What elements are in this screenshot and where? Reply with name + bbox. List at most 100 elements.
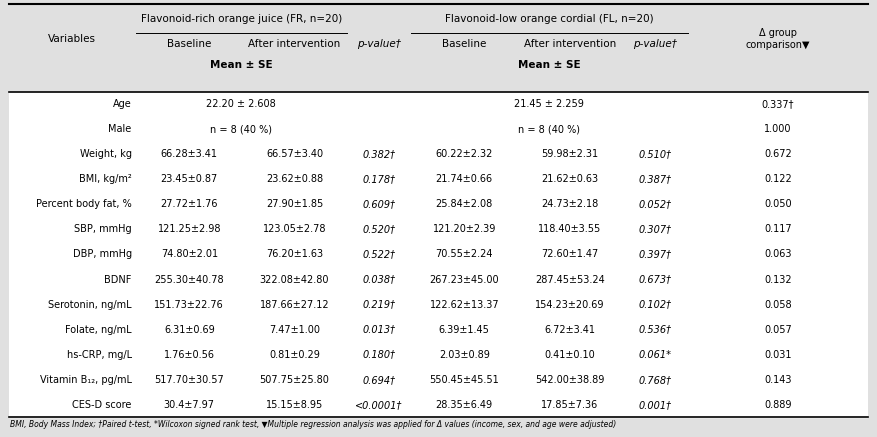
- Text: 0.132: 0.132: [764, 274, 792, 284]
- Text: 0.050: 0.050: [764, 199, 792, 209]
- Text: Folate, ng/mL: Folate, ng/mL: [65, 325, 132, 335]
- Text: 0.41±0.10: 0.41±0.10: [545, 350, 595, 360]
- Text: 0.382†: 0.382†: [362, 149, 396, 159]
- Text: CES-D score: CES-D score: [72, 400, 132, 410]
- Text: 322.08±42.80: 322.08±42.80: [260, 274, 329, 284]
- Text: 0.694†: 0.694†: [362, 375, 396, 385]
- Text: n = 8 (40 %): n = 8 (40 %): [518, 124, 581, 134]
- Text: 66.57±3.40: 66.57±3.40: [266, 149, 323, 159]
- Text: p-value†: p-value†: [357, 39, 401, 49]
- Text: 0.122: 0.122: [764, 174, 792, 184]
- Text: BMI, Body Mass Index; †Paired t-test, *Wilcoxon signed rank test, ▼Multiple regr: BMI, Body Mass Index; †Paired t-test, *W…: [10, 420, 616, 430]
- Text: 0.536†: 0.536†: [638, 325, 672, 335]
- Text: 0.81±0.29: 0.81±0.29: [269, 350, 320, 360]
- Text: 550.45±45.51: 550.45±45.51: [430, 375, 499, 385]
- Text: 0.672: 0.672: [764, 149, 792, 159]
- Text: 6.72±3.41: 6.72±3.41: [545, 325, 595, 335]
- Text: 25.84±2.08: 25.84±2.08: [436, 199, 493, 209]
- Text: After intervention: After intervention: [524, 39, 617, 49]
- Text: 0.219†: 0.219†: [362, 299, 396, 309]
- Text: Male: Male: [109, 124, 132, 134]
- Text: 2.03±0.89: 2.03±0.89: [438, 350, 489, 360]
- Text: 0.520†: 0.520†: [362, 225, 396, 234]
- Text: 15.15±8.95: 15.15±8.95: [266, 400, 323, 410]
- Text: 22.20 ± 2.608: 22.20 ± 2.608: [206, 99, 276, 109]
- Text: SBP, mmHg: SBP, mmHg: [74, 225, 132, 234]
- Text: 30.4±7.97: 30.4±7.97: [164, 400, 215, 410]
- Text: 1.000: 1.000: [764, 124, 792, 134]
- Text: 28.35±6.49: 28.35±6.49: [436, 400, 493, 410]
- Text: 23.45±0.87: 23.45±0.87: [160, 174, 217, 184]
- Text: 76.20±1.63: 76.20±1.63: [266, 250, 323, 260]
- Text: 1.76±0.56: 1.76±0.56: [164, 350, 215, 360]
- Text: p-value†: p-value†: [633, 39, 677, 49]
- Text: 0.510†: 0.510†: [638, 149, 672, 159]
- Text: 21.62±0.63: 21.62±0.63: [541, 174, 599, 184]
- Text: BDNF: BDNF: [104, 274, 132, 284]
- Text: 0.178†: 0.178†: [362, 174, 396, 184]
- Text: 517.70±30.57: 517.70±30.57: [154, 375, 225, 385]
- Text: n = 8 (40 %): n = 8 (40 %): [210, 124, 272, 134]
- Text: 122.62±13.37: 122.62±13.37: [430, 299, 499, 309]
- Text: Baseline: Baseline: [168, 39, 211, 49]
- Text: Mean ± SE: Mean ± SE: [518, 60, 581, 70]
- Text: 21.45 ± 2.259: 21.45 ± 2.259: [515, 99, 584, 109]
- Text: <0.0001†: <0.0001†: [355, 400, 403, 410]
- Text: 154.23±20.69: 154.23±20.69: [535, 299, 605, 309]
- Text: 187.66±27.12: 187.66±27.12: [260, 299, 330, 309]
- Text: 27.90±1.85: 27.90±1.85: [266, 199, 323, 209]
- Text: 123.05±2.78: 123.05±2.78: [263, 225, 326, 234]
- Text: 0.063: 0.063: [764, 250, 792, 260]
- Text: 0.768†: 0.768†: [638, 375, 672, 385]
- Text: 24.73±2.18: 24.73±2.18: [541, 199, 599, 209]
- Text: 74.80±2.01: 74.80±2.01: [160, 250, 217, 260]
- Text: 0.673†: 0.673†: [638, 274, 672, 284]
- Text: 267.23±45.00: 267.23±45.00: [430, 274, 499, 284]
- Text: 0.001†: 0.001†: [638, 400, 672, 410]
- Text: 0.143: 0.143: [764, 375, 792, 385]
- Text: 66.28±3.41: 66.28±3.41: [160, 149, 217, 159]
- Text: 542.00±38.89: 542.00±38.89: [535, 375, 604, 385]
- Text: 0.307†: 0.307†: [638, 225, 672, 234]
- Text: 0.013†: 0.013†: [362, 325, 396, 335]
- Text: 0.180†: 0.180†: [362, 350, 396, 360]
- Text: 255.30±40.78: 255.30±40.78: [154, 274, 224, 284]
- Text: 17.85±7.36: 17.85±7.36: [541, 400, 599, 410]
- Text: Serotonin, ng/mL: Serotonin, ng/mL: [48, 299, 132, 309]
- Text: Flavonoid-low orange cordial (FL, n=20): Flavonoid-low orange cordial (FL, n=20): [445, 14, 653, 24]
- Bar: [9, 92, 868, 417]
- Text: 0.102†: 0.102†: [638, 299, 672, 309]
- Text: DBP, mmHg: DBP, mmHg: [73, 250, 132, 260]
- Text: 287.45±53.24: 287.45±53.24: [535, 274, 605, 284]
- Text: 0.522†: 0.522†: [362, 250, 396, 260]
- Text: Flavonoid-rich orange juice (FR, n=20): Flavonoid-rich orange juice (FR, n=20): [140, 14, 342, 24]
- Text: hs-CRP, mg/L: hs-CRP, mg/L: [67, 350, 132, 360]
- Text: Vitamin B₁₂, pg/mL: Vitamin B₁₂, pg/mL: [39, 375, 132, 385]
- Text: 0.058: 0.058: [764, 299, 792, 309]
- Text: 121.20±2.39: 121.20±2.39: [432, 225, 496, 234]
- Text: Baseline: Baseline: [442, 39, 487, 49]
- Bar: [9, 4, 868, 92]
- Text: 60.22±2.32: 60.22±2.32: [436, 149, 493, 159]
- Text: Weight, kg: Weight, kg: [80, 149, 132, 159]
- Text: 0.337†: 0.337†: [762, 99, 795, 109]
- Text: 21.74±0.66: 21.74±0.66: [436, 174, 493, 184]
- Text: 0.387†: 0.387†: [638, 174, 672, 184]
- Text: 507.75±25.80: 507.75±25.80: [260, 375, 330, 385]
- Text: 0.057: 0.057: [764, 325, 792, 335]
- Text: 7.47±1.00: 7.47±1.00: [269, 325, 320, 335]
- Text: 27.72±1.76: 27.72±1.76: [160, 199, 218, 209]
- Text: 0.038†: 0.038†: [362, 274, 396, 284]
- Text: Percent body fat, %: Percent body fat, %: [36, 199, 132, 209]
- Text: 70.55±2.24: 70.55±2.24: [436, 250, 493, 260]
- Text: 23.62±0.88: 23.62±0.88: [266, 174, 323, 184]
- Text: BMI, kg/m²: BMI, kg/m²: [79, 174, 132, 184]
- Text: 59.98±2.31: 59.98±2.31: [541, 149, 599, 159]
- Text: Mean ± SE: Mean ± SE: [210, 60, 273, 70]
- Text: Variables: Variables: [48, 34, 96, 44]
- Text: 118.40±3.55: 118.40±3.55: [538, 225, 602, 234]
- Text: 0.061*: 0.061*: [638, 350, 672, 360]
- Text: 0.397†: 0.397†: [638, 250, 672, 260]
- Text: Δ group
comparison▼: Δ group comparison▼: [745, 28, 810, 50]
- Text: Age: Age: [113, 99, 132, 109]
